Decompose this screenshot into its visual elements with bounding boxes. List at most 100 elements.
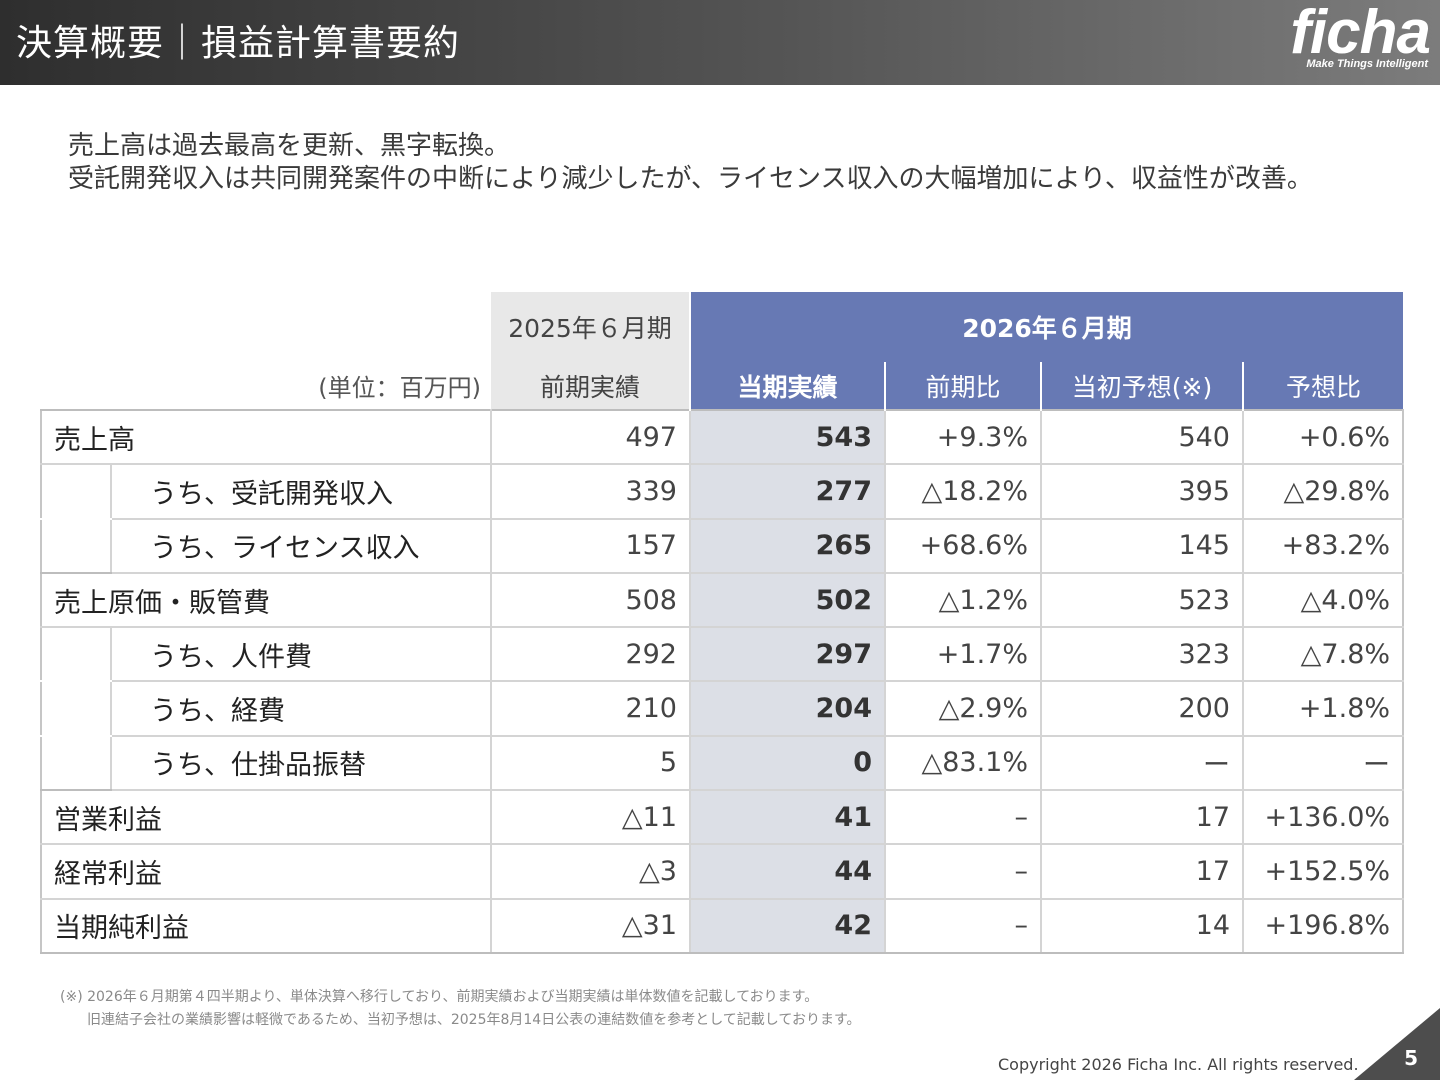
indent-spacer bbox=[40, 680, 112, 737]
table-row: うち、人件費 292 297 +1.7% 323 △7.8% bbox=[40, 626, 1405, 683]
prev-period-header: 2025年６月期 bbox=[491, 292, 690, 362]
cell-initial-forecast: 323 bbox=[1040, 626, 1244, 683]
cell-cur-actual: 297 bbox=[689, 626, 886, 683]
row-label: 売上高 bbox=[40, 408, 492, 466]
table-row: うち、ライセンス収入 157 265 +68.6% 145 +83.2% bbox=[40, 517, 1405, 574]
cell-cur-actual: 0 bbox=[689, 734, 886, 792]
table-row: うち、仕掛品振替 5 0 △83.1% ーー bbox=[40, 734, 1405, 792]
cell-vs-forecast: △4.0% bbox=[1241, 571, 1405, 629]
cell-cur-actual: 543 bbox=[689, 408, 886, 466]
cell-cur-actual: 502 bbox=[689, 571, 886, 629]
cell-cur-actual: 265 bbox=[689, 517, 886, 574]
table-row: 営業利益 △11 41–17 +136.0% bbox=[40, 789, 1405, 846]
table-row: 売上高 497 543 +9.3% 540 +0.6% bbox=[40, 408, 1405, 466]
cell-prev-actual: 497 bbox=[490, 408, 691, 466]
table-row: 売上原価・販管費 508 502 △1.2% 523 △4.0% bbox=[40, 571, 1405, 629]
table-row: うち、受託開発収入 339 277 △18.2% 395 △29.8% bbox=[40, 463, 1405, 520]
row-label: 営業利益 bbox=[40, 789, 492, 846]
cell-vs-forecast: +0.6% bbox=[1241, 408, 1405, 466]
cell-prev-actual: 210 bbox=[490, 680, 691, 737]
cell-prev-actual: 292 bbox=[490, 626, 691, 683]
column-header-row: (単位：百万円) 前期実績 当期実績 前期比 当初予想(※) 予想比 bbox=[41, 362, 1404, 410]
cell-vs-forecast: +136.0% bbox=[1241, 789, 1405, 846]
cell-initial-forecast: 17 bbox=[1040, 789, 1244, 846]
page-title: 決算概要｜損益計算書要約 bbox=[16, 23, 461, 64]
table-row: 経常利益 △3 44–17 +152.5% bbox=[40, 843, 1405, 900]
cell-yoy: +9.3% bbox=[884, 408, 1042, 466]
copyright: Copyright 2026 Ficha Inc. All rights res… bbox=[998, 1055, 1359, 1074]
corner-triangle bbox=[1354, 1008, 1440, 1080]
period-header-row: 2025年６月期 2026年６月期 bbox=[41, 292, 1404, 362]
cell-vs-forecast: △29.8% bbox=[1241, 463, 1405, 520]
summary-text: 売上高は過去最高を更新、黒字転換。 受託開発収入は共同開発案件の中断により減少し… bbox=[68, 130, 1313, 196]
cell-yoy: △83.1% bbox=[884, 734, 1042, 792]
unit-label: (単位：百万円) bbox=[318, 374, 481, 402]
ficha-logo: ficha Make Things Intelligent bbox=[1278, 0, 1434, 76]
cell-initial-forecast: ー bbox=[1040, 734, 1244, 792]
cell-prev-actual: 5 bbox=[490, 734, 691, 792]
row-label: うち、人件費 bbox=[110, 626, 492, 683]
cell-prev-actual: 508 bbox=[490, 571, 691, 629]
header-bar: 決算概要｜損益計算書要約 ficha Make Things Intellige… bbox=[0, 0, 1440, 85]
cell-yoy: △18.2% bbox=[884, 463, 1042, 520]
cell-yoy: △1.2% bbox=[884, 571, 1042, 629]
cell-cur-actual: 42 bbox=[689, 897, 886, 954]
col-header-cur-actual: 当期実績 bbox=[689, 362, 885, 410]
cell-yoy: +1.7% bbox=[884, 626, 1042, 683]
row-label: うち、仕掛品振替 bbox=[110, 734, 492, 792]
col-header-yoy: 前期比 bbox=[884, 362, 1041, 410]
logo-tagline: Make Things Intelligent bbox=[1306, 58, 1428, 70]
logo-wordmark: ficha bbox=[1290, 0, 1431, 67]
footnote-line-1: (※) 2026年６月期第４四半期より、単体決算へ移行しており、前期実績および当… bbox=[60, 989, 819, 1005]
summary-line-2: 受託開発収入は共同開発案件の中断により減少したが、ライセンス収入の大幅増加により… bbox=[68, 164, 1313, 194]
cell-prev-actual: 157 bbox=[490, 517, 691, 574]
footnote-line-2: 旧連結子会社の業績影響は軽微であるため、当初予想は、2025年8月14日公表の連… bbox=[87, 1012, 861, 1028]
cell-initial-forecast: 395 bbox=[1040, 463, 1244, 520]
cell-prev-actual: △3 bbox=[490, 843, 691, 900]
cell-cur-actual: 204 bbox=[689, 680, 886, 737]
col-header-vs-forecast: 予想比 bbox=[1241, 362, 1404, 410]
indent-spacer bbox=[40, 463, 112, 520]
cell-yoy: △2.9% bbox=[884, 680, 1042, 737]
cell-vs-forecast: +1.8% bbox=[1241, 680, 1405, 737]
table-row: 当期純利益 △31 42–14 +196.8% bbox=[40, 897, 1405, 954]
col-header-prev-actual: 前期実績 bbox=[491, 362, 690, 410]
cell-initial-forecast: 14 bbox=[1040, 897, 1244, 954]
cell-prev-actual: △11 bbox=[490, 789, 691, 846]
footnote: (※) 2026年６月期第４四半期より、単体決算へ移行しており、前期実績および当… bbox=[60, 986, 861, 1032]
cell-vs-forecast: +196.8% bbox=[1241, 897, 1405, 954]
page-number: 5 bbox=[1404, 1046, 1418, 1070]
indent-spacer bbox=[40, 517, 112, 574]
cell-prev-actual: △31 bbox=[490, 897, 691, 954]
cell-initial-forecast: 200 bbox=[1040, 680, 1244, 737]
indent-spacer bbox=[40, 626, 112, 683]
cell-vs-forecast: △7.8% bbox=[1241, 626, 1405, 683]
cell-initial-forecast: 17 bbox=[1040, 843, 1244, 900]
row-label: 売上原価・販管費 bbox=[40, 571, 492, 629]
cell-initial-forecast: 145 bbox=[1040, 517, 1244, 574]
summary-line-1: 売上高は過去最高を更新、黒字転換。 bbox=[68, 131, 511, 161]
row-label: 当期純利益 bbox=[40, 897, 492, 954]
cell-cur-actual: 41 bbox=[689, 789, 886, 846]
cell-cur-actual: 277 bbox=[689, 463, 886, 520]
cell-yoy: +68.6% bbox=[884, 517, 1042, 574]
cell-initial-forecast: 523 bbox=[1040, 571, 1244, 629]
table-row: うち、経費 210 204 △2.9% 200 +1.8% bbox=[40, 680, 1405, 737]
row-label: 経常利益 bbox=[40, 843, 492, 900]
cell-yoy: – bbox=[884, 897, 1042, 954]
indent-spacer bbox=[40, 734, 112, 792]
cell-initial-forecast: 540 bbox=[1040, 408, 1244, 466]
row-label: うち、ライセンス収入 bbox=[110, 517, 492, 574]
cell-yoy: – bbox=[884, 789, 1042, 846]
cell-yoy: – bbox=[884, 843, 1042, 900]
row-label: うち、受託開発収入 bbox=[110, 463, 492, 520]
row-label: うち、経費 bbox=[110, 680, 492, 737]
income-statement-table: 2025年６月期 2026年６月期 (単位：百万円) 前期実績 当期実績 前期比… bbox=[40, 292, 1405, 954]
cur-period-header: 2026年６月期 bbox=[688, 292, 1404, 362]
col-header-initial-forecast: 当初予想(※) bbox=[1040, 362, 1243, 410]
cell-vs-forecast: ー bbox=[1241, 734, 1405, 792]
cell-vs-forecast: +152.5% bbox=[1241, 843, 1405, 900]
cell-cur-actual: 44 bbox=[689, 843, 886, 900]
cell-prev-actual: 339 bbox=[490, 463, 691, 520]
cell-vs-forecast: +83.2% bbox=[1241, 517, 1405, 574]
